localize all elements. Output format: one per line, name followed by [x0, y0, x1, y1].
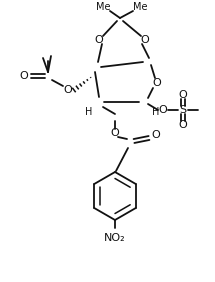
Text: O: O: [179, 120, 187, 130]
Text: O: O: [64, 85, 72, 95]
Text: O: O: [95, 35, 103, 45]
Text: S: S: [180, 105, 187, 115]
Text: H: H: [152, 107, 160, 117]
Text: H: H: [85, 107, 93, 117]
Text: O: O: [179, 90, 187, 100]
Text: O: O: [159, 105, 167, 115]
Text: NO₂: NO₂: [104, 233, 126, 243]
Text: Me: Me: [96, 2, 110, 12]
Text: O: O: [111, 128, 119, 138]
Text: Me: Me: [133, 2, 147, 12]
Text: O: O: [141, 35, 149, 45]
Text: O: O: [153, 78, 161, 88]
Text: O: O: [152, 130, 160, 140]
Text: O: O: [20, 71, 28, 81]
